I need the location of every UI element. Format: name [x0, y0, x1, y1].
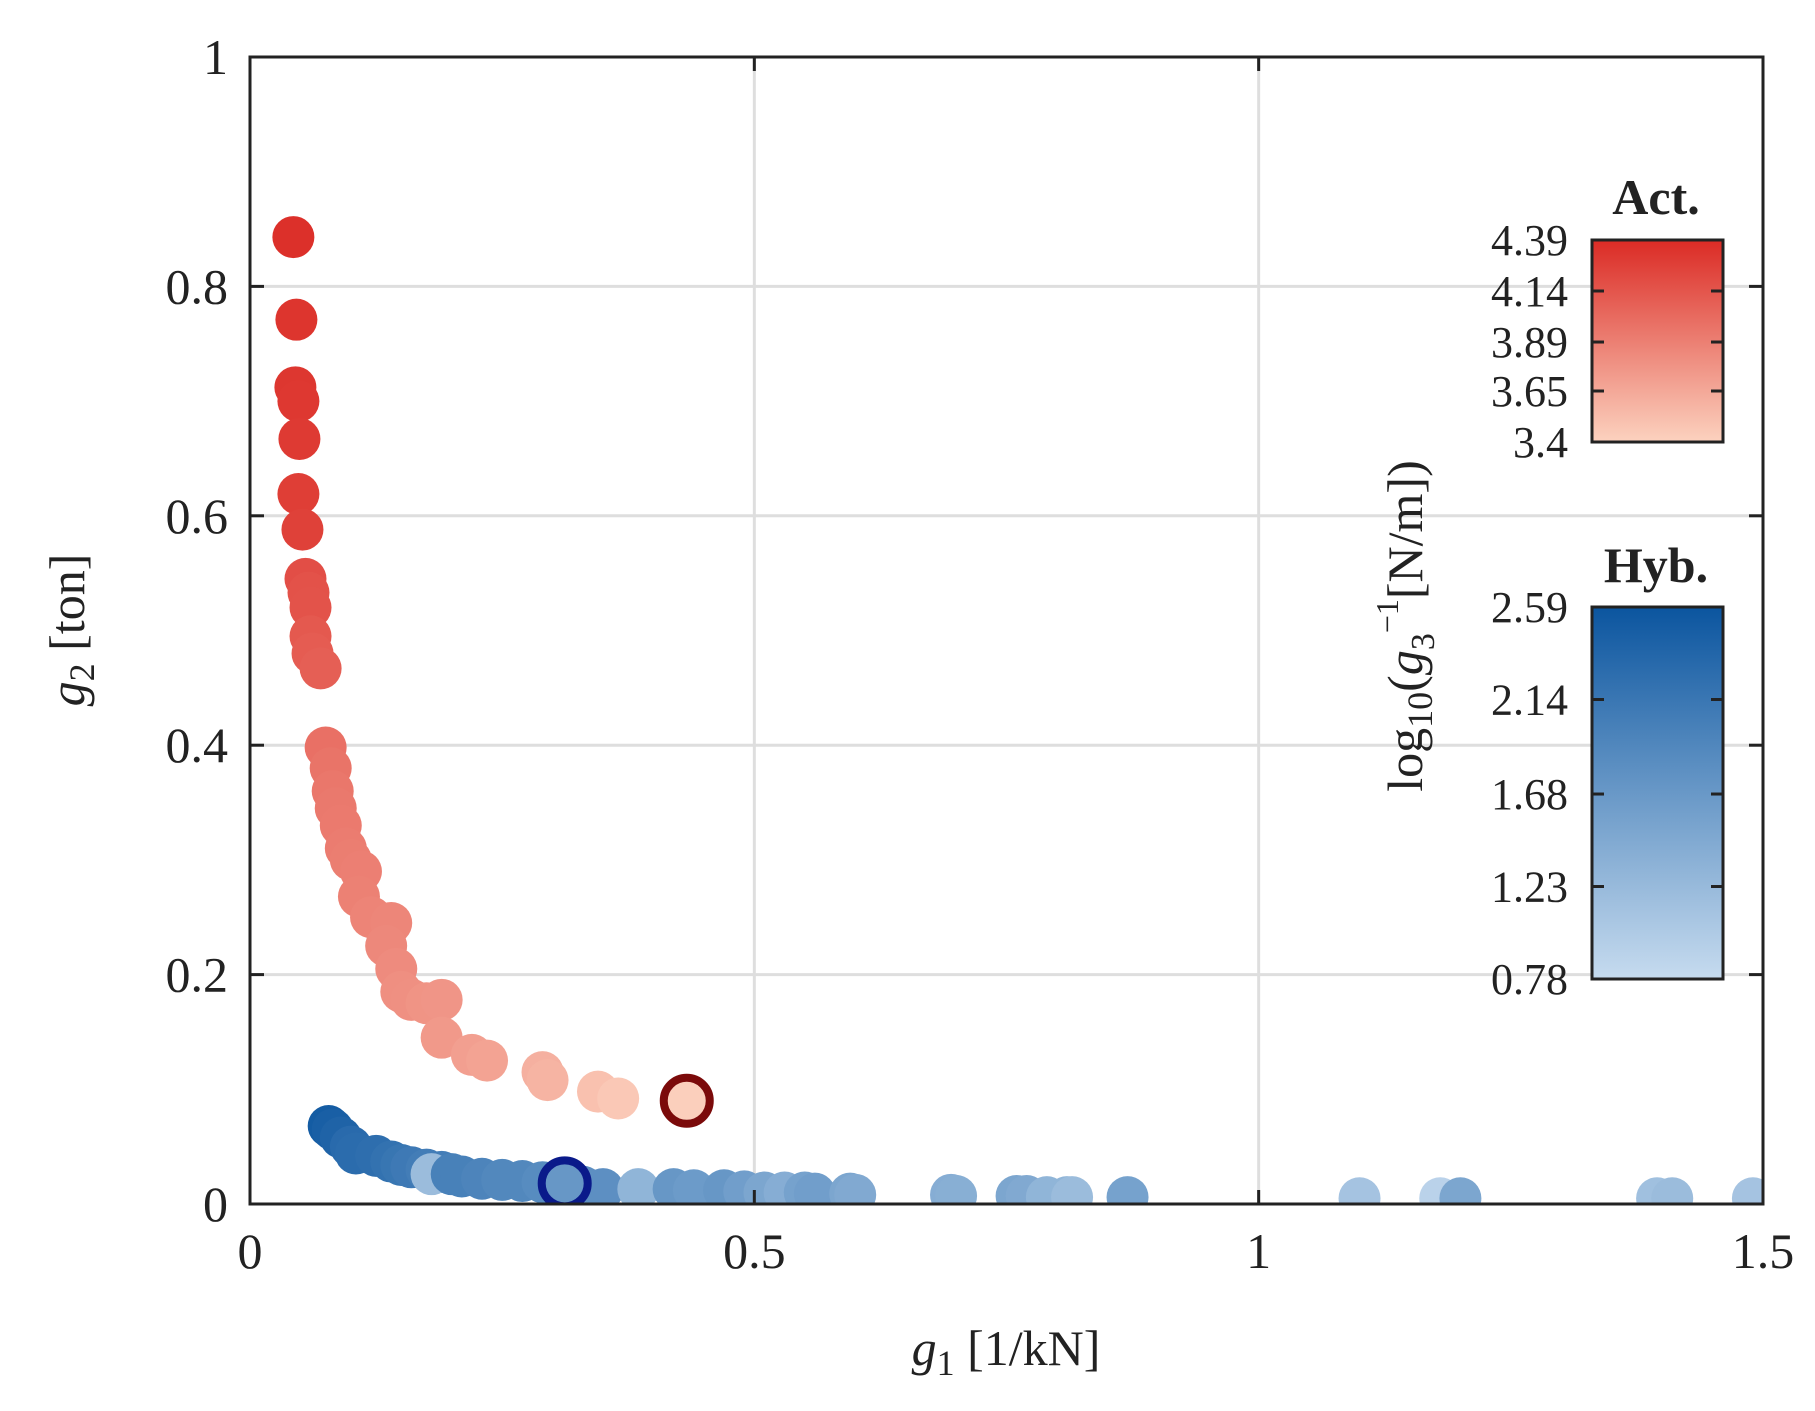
colorbar-label: log10(g3−1[N/m]) [1369, 460, 1442, 791]
y-tick-label: 0.8 [166, 258, 229, 314]
colorbar-tick-label: 2.14 [1491, 675, 1568, 724]
colorbar-tick-label: 4.39 [1491, 216, 1568, 265]
point-hyb [1338, 1177, 1381, 1204]
point-hyb [1051, 1176, 1094, 1204]
x-tick-label: 1 [1246, 1223, 1271, 1279]
point-hyb [935, 1174, 978, 1204]
point-hyb [582, 1168, 625, 1204]
point-hyb [1106, 1176, 1149, 1204]
colorbar-tick-label: 0.78 [1491, 955, 1568, 1004]
point-hyb [1731, 1177, 1763, 1204]
y-tick-label: 0.4 [166, 717, 229, 773]
colorbar-tick-label: 1.68 [1491, 770, 1568, 819]
colorbar-hyb: Hyb. 0.78 1.23 1.68 2.14 2.59 [1491, 537, 1725, 1004]
point-act [597, 1077, 640, 1120]
colorbar-act-ticks: 3.43.653.894.144.39 [1491, 216, 1723, 467]
point-hyb [1651, 1177, 1694, 1204]
colorbar-tick-label: 3.65 [1491, 367, 1568, 416]
axes: 0 0.5 1 1.5 0 0.2 0.4 0.6 0.8 1 [166, 29, 1795, 1279]
point-act [281, 508, 324, 551]
point-hyb [793, 1172, 836, 1204]
colorbar-tick-label: 3.4 [1513, 418, 1568, 467]
colorbar-tick-label: 1.23 [1491, 863, 1568, 912]
point-act [526, 1059, 569, 1102]
colorbar-hyb-gradient [1590, 605, 1725, 981]
point-act [278, 417, 321, 460]
plot-frame [248, 55, 1765, 1206]
point-act [277, 473, 320, 516]
data-points [272, 216, 1763, 1204]
y-tick-label: 1 [203, 29, 228, 85]
colorbar-act-gradient [1590, 238, 1725, 444]
point-act [277, 380, 320, 423]
point-act [299, 647, 342, 690]
point-act [466, 1039, 509, 1082]
colorbar-act-title: Act. [1612, 169, 1699, 225]
point-hyb [834, 1173, 877, 1204]
colorbar-tick-label: 4.14 [1491, 267, 1568, 316]
point-hyb [617, 1168, 660, 1204]
point-hyb [1439, 1177, 1482, 1204]
point-act [275, 298, 318, 341]
x-tick-label: 0.5 [723, 1223, 786, 1279]
highlight-point-hyb [537, 1156, 592, 1204]
y-tick-label: 0.2 [166, 947, 229, 1003]
x-axis-label: g1 [1/kN] [912, 1320, 1101, 1383]
colorbar-act: Act. 3.43.653.894.144.39 [1491, 169, 1725, 467]
point-act [272, 216, 315, 259]
colorbar-tick-label: 2.59 [1491, 583, 1568, 632]
colorbar-hyb-title: Hyb. [1604, 537, 1708, 593]
y-tick-label: 0 [203, 1176, 228, 1232]
grid-lines [250, 57, 1763, 1204]
x-tick-label: 1.5 [1732, 1223, 1795, 1279]
colorbar-tick-label: 3.89 [1491, 318, 1568, 367]
colorbar-hyb-ticks: 0.78 1.23 1.68 2.14 2.59 [1491, 583, 1723, 1004]
y-axis-label: g2 [ton] [39, 554, 102, 707]
highlight-point-act [659, 1073, 714, 1128]
x-tick-label: 0 [238, 1223, 263, 1279]
point-act [420, 978, 463, 1021]
y-tick-label: 0.6 [166, 488, 229, 544]
